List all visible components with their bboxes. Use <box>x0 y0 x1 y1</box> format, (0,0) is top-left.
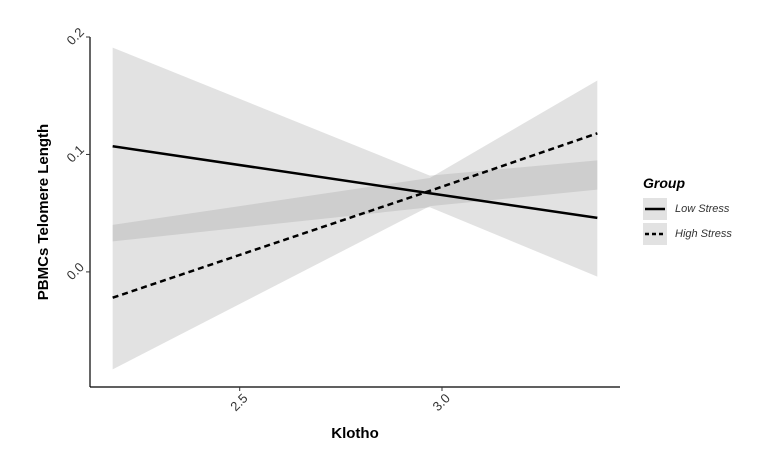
legend-label: High Stress <box>675 228 732 240</box>
series-line <box>112 144 598 220</box>
legend-title: Group <box>643 175 685 191</box>
x-tick-label: 2.5 <box>227 391 250 414</box>
y-tick-label: 0.1 <box>64 142 87 165</box>
y-tick-label: 0.0 <box>64 259 87 282</box>
legend-label: Low Stress <box>675 203 730 215</box>
x-tick-label: 3.0 <box>430 391 453 414</box>
confidence-band <box>112 80 598 370</box>
x-axis-label: Klotho <box>331 425 378 442</box>
confidence-band <box>112 47 598 277</box>
y-tick-label: 0.2 <box>64 25 87 48</box>
y-axis-label: PBMCs Telomere Length <box>35 124 52 300</box>
series-line <box>112 132 598 299</box>
